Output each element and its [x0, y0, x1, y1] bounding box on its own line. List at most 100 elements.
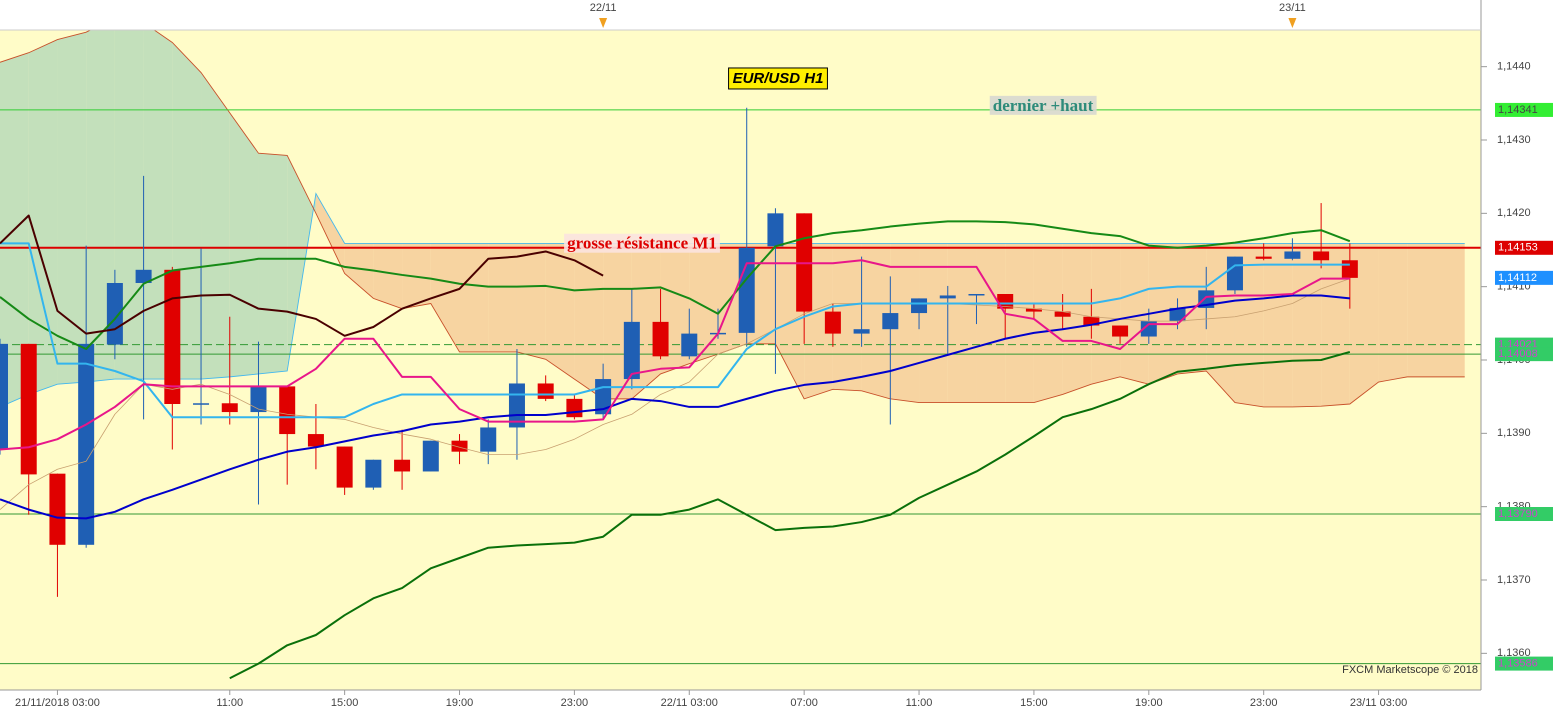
cloud-segment	[1033, 243, 1063, 403]
candle-body	[882, 313, 899, 330]
cloud-segment	[1263, 243, 1293, 407]
cloud-segment	[1005, 243, 1034, 403]
candle-body	[164, 269, 181, 404]
cloud-segment	[201, 72, 230, 380]
candle-body	[0, 343, 8, 450]
x-tick-label: 15:00	[331, 697, 359, 709]
cloud-segment	[57, 32, 87, 385]
level-badge-label: 1,14341	[1498, 104, 1538, 116]
indicator-line	[0, 278, 1350, 510]
level-badge	[1495, 102, 1553, 117]
x-tick-label: 15:00	[1020, 697, 1048, 709]
cloud-segment	[1120, 243, 1149, 385]
cloud-segment	[545, 243, 575, 380]
candle-body	[49, 473, 66, 545]
cloud-segment	[1407, 243, 1436, 377]
indicator-line	[229, 350, 1351, 680]
candle-body	[1226, 256, 1243, 291]
candle-body	[968, 294, 985, 296]
candle-body	[106, 283, 123, 345]
candle-body	[336, 446, 353, 488]
cloud-segment	[861, 243, 891, 399]
x-tick-label: 22/11 03:00	[661, 697, 718, 709]
candle-body	[221, 403, 238, 413]
cloud-segment	[1062, 243, 1092, 395]
level-badge-label: 1,13586	[1498, 658, 1538, 670]
x-tick-label: 23:00	[561, 697, 589, 709]
level-badge	[1495, 347, 1553, 362]
cloud-segment	[947, 243, 977, 403]
candle-body	[480, 427, 497, 452]
x-tick-label: 19:00	[1135, 697, 1163, 709]
overlay: EUR/USD H1 FXCM Marketscope © 2018 derni…	[564, 67, 1478, 676]
level-badge-label: 1,14008	[1498, 348, 1538, 360]
note-background	[564, 233, 720, 253]
cloud-segment	[1321, 243, 1350, 407]
cloud-segment	[1177, 243, 1207, 374]
candle-body	[767, 213, 784, 247]
cloud-segment	[1378, 243, 1408, 382]
indicator-line	[0, 242, 1350, 419]
date-marker-label: 23/11	[1279, 2, 1306, 14]
cloud-segment	[574, 243, 604, 399]
level-badge	[1495, 240, 1553, 255]
candle-body	[78, 343, 95, 545]
price-badge-label: 1,14112	[1498, 272, 1537, 284]
candle-body	[623, 321, 640, 380]
candle-body	[681, 333, 698, 357]
y-tick-label: 1,1370	[1497, 574, 1531, 586]
x-tick-label: 19:00	[446, 697, 474, 709]
cloud-segment	[1349, 243, 1379, 404]
x-tick-label: 23:00	[1250, 697, 1278, 709]
cloud-segment	[373, 243, 403, 309]
x-tick-label: 23/11 03:00	[1350, 697, 1407, 709]
cloud-segment	[229, 112, 259, 377]
cloud-segment	[315, 193, 345, 274]
candle-body	[1284, 251, 1301, 259]
candle-body	[1083, 316, 1100, 326]
cloud-segment	[516, 243, 546, 360]
candle-body	[250, 386, 267, 413]
level-badge-label: 1,13790	[1498, 508, 1538, 520]
cloud-segment	[976, 243, 1006, 403]
candle-body	[193, 403, 210, 405]
cloud-segment	[430, 243, 460, 352]
date-marker-label: 22/11	[590, 2, 617, 14]
candle-body	[1169, 307, 1186, 322]
candle-body	[307, 434, 324, 447]
y-tick-label: 1,1360	[1497, 647, 1531, 659]
chart-title: EUR/USD H1	[733, 70, 824, 87]
candle-body	[537, 383, 554, 399]
candle-body	[939, 295, 956, 299]
candle-body	[394, 459, 411, 472]
y-tick-label: 1,1440	[1497, 61, 1531, 73]
cloud-segment	[344, 243, 374, 299]
candle-body	[1112, 325, 1129, 337]
indicator-line	[0, 294, 1350, 520]
cloud-segment	[28, 39, 58, 395]
x-tick-label: 07:00	[790, 697, 818, 709]
x-tick-label: 21/11/2018 03:00	[15, 697, 100, 709]
candle-body	[566, 398, 583, 418]
cloud-segment	[258, 153, 288, 374]
candle-body	[1054, 311, 1071, 317]
candle-body	[911, 298, 928, 314]
cloud-segment	[1292, 243, 1322, 407]
candle-body	[652, 321, 669, 357]
candle-body	[365, 459, 382, 488]
candle-body	[135, 269, 152, 283]
note-background	[989, 95, 1097, 115]
level-note: grosse résistance M1	[567, 234, 717, 253]
candle-body	[20, 343, 37, 475]
candle-body	[279, 386, 296, 435]
indicator-line	[0, 259, 1350, 451]
candle-body	[451, 440, 468, 452]
indicator-line	[0, 214, 604, 337]
candle-body	[997, 294, 1014, 309]
cloud-segment	[1148, 243, 1178, 385]
watermark: FXCM Marketscope © 2018	[1342, 664, 1478, 676]
level-note: dernier +haut	[993, 96, 1094, 115]
cloud-segment	[890, 243, 920, 403]
